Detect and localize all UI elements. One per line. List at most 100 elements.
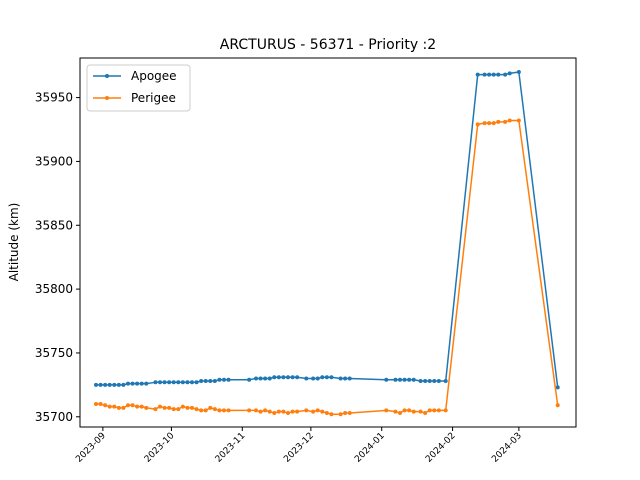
- apogee-point: [432, 379, 437, 384]
- perigee-point: [194, 407, 199, 412]
- apogee-point: [290, 375, 295, 380]
- perigee-point: [267, 409, 272, 414]
- perigee-point: [343, 410, 348, 415]
- perigee-point: [254, 408, 258, 413]
- perigee-point: [555, 403, 560, 408]
- perigee-series-line: [96, 119, 559, 415]
- y-axis-label: Altitude (km): [7, 203, 21, 282]
- apogee-point: [190, 380, 194, 385]
- apogee-point: [276, 375, 281, 380]
- perigee-point: [411, 409, 416, 414]
- apogee-point: [199, 379, 204, 384]
- apogee-point: [311, 376, 316, 381]
- perigee-point: [103, 403, 108, 408]
- apogee-point: [304, 376, 309, 381]
- perigee-point: [158, 404, 162, 409]
- apogee-point: [171, 380, 176, 385]
- apogee-point: [516, 70, 521, 75]
- perigee-point: [503, 119, 508, 124]
- apogee-point: [436, 379, 441, 384]
- apogee-point: [427, 379, 432, 384]
- perigee-point: [203, 408, 208, 413]
- perigee-point: [432, 408, 437, 413]
- y-tick-label: 35800: [35, 282, 73, 296]
- apogee-point: [185, 380, 190, 385]
- apogee-point: [272, 375, 277, 380]
- apogee-point: [418, 379, 423, 384]
- apogee-series-line: [96, 71, 559, 388]
- perigee-point: [286, 410, 290, 415]
- apogee-point: [139, 381, 144, 386]
- perigee-point: [139, 404, 144, 409]
- apogee-point: [126, 381, 130, 386]
- apogee-point: [503, 72, 508, 77]
- perigee-point: [407, 408, 412, 413]
- apogee-point: [180, 380, 185, 385]
- apogee-point: [103, 382, 108, 387]
- apogee-point: [281, 375, 286, 380]
- apogee-point: [286, 375, 290, 380]
- apogee-point: [443, 379, 448, 384]
- perigee-point: [212, 407, 217, 412]
- apogee-point: [217, 377, 222, 382]
- chart-title: ARCTURUS - 56371 - Priority :2: [220, 37, 436, 53]
- perigee-point: [347, 410, 352, 415]
- apogee-point: [423, 379, 428, 384]
- perigee-point: [121, 405, 126, 410]
- perigee-legend-label: Perigee: [131, 91, 176, 105]
- apogee-point: [158, 380, 162, 385]
- perigee-point: [107, 404, 112, 409]
- perigee-point: [171, 407, 176, 412]
- perigee-point: [222, 408, 226, 413]
- plot-area: [94, 70, 560, 417]
- perigee-point: [190, 405, 194, 410]
- perigee-point: [304, 408, 309, 413]
- perigee-point: [320, 409, 325, 414]
- perigee-point: [290, 409, 295, 414]
- apogee-point: [144, 381, 149, 386]
- perigee-point: [491, 121, 496, 126]
- perigee-point: [443, 408, 448, 413]
- apogee-point: [263, 376, 268, 381]
- perigee-point: [144, 405, 149, 410]
- perigee-point: [226, 408, 231, 413]
- apogee-point: [507, 71, 512, 76]
- apogee-point: [324, 375, 329, 380]
- apogee-point: [153, 380, 158, 385]
- apogee-point: [496, 72, 501, 77]
- perigee-point: [94, 402, 98, 407]
- perigee-point: [427, 408, 432, 413]
- apogee-point: [329, 375, 334, 380]
- apogee-point: [267, 376, 272, 381]
- perigee-point: [487, 121, 492, 126]
- apogee-point: [258, 376, 263, 381]
- apogee-point: [176, 380, 181, 385]
- apogee-point: [247, 377, 252, 382]
- apogee-legend-label: Apogee: [131, 69, 177, 83]
- apogee-legend-marker: [105, 74, 109, 78]
- perigee-point: [176, 407, 181, 412]
- y-tick-label: 35900: [35, 154, 73, 168]
- y-tick-label: 35750: [35, 346, 73, 360]
- perigee-point: [153, 407, 158, 412]
- perigee-point: [315, 408, 320, 413]
- perigee-point: [475, 122, 480, 127]
- perigee-point: [398, 410, 402, 415]
- apogee-point: [384, 377, 389, 382]
- perigee-point: [130, 403, 135, 408]
- perigee-point: [180, 404, 185, 409]
- apogee-point: [222, 377, 226, 382]
- perigee-point: [402, 408, 407, 413]
- apogee-point: [320, 375, 325, 380]
- apogee-point: [411, 377, 416, 382]
- apogee-point: [212, 379, 217, 384]
- perigee-point: [507, 118, 512, 123]
- apogee-point: [116, 382, 121, 387]
- y-tick-label: 35700: [35, 410, 73, 424]
- perigee-point: [295, 409, 300, 414]
- perigee-point: [199, 408, 204, 413]
- perigee-point: [167, 405, 172, 410]
- apogee-point: [487, 72, 492, 77]
- apogee-point: [167, 380, 172, 385]
